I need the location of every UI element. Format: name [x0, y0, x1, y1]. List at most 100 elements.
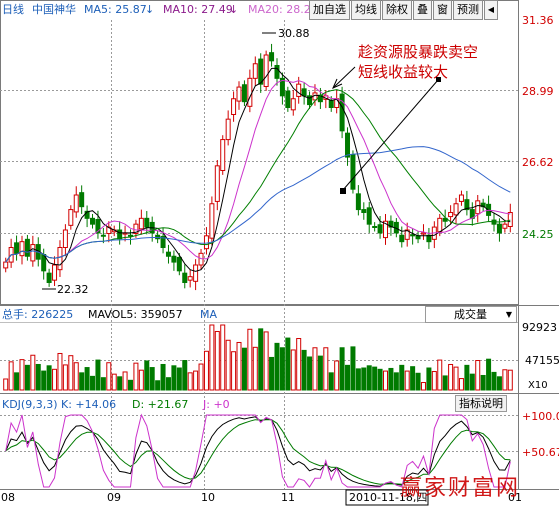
ma20-label: MA20: 28.26: [248, 3, 318, 16]
x-label-08: 08: [1, 491, 15, 504]
forecast-button[interactable]: 预测: [453, 0, 483, 20]
volume-bar: [437, 359, 443, 391]
volume-bar: [317, 355, 323, 391]
volume-bar: [236, 341, 242, 391]
annotation-arrow-handle-bottom[interactable]: [340, 188, 346, 194]
low-price-label: 22.32: [57, 283, 89, 296]
indicator-help-button[interactable]: 指标说明: [455, 395, 507, 412]
volume-bar: [442, 375, 448, 391]
candle-body: [399, 234, 405, 243]
volume-bar: [122, 371, 128, 391]
candle-body: [138, 217, 144, 230]
candle-body: [176, 256, 182, 272]
volume-bar: [252, 346, 258, 391]
volume-bar: [366, 365, 372, 391]
candle-body: [350, 154, 356, 190]
candle-body: [426, 234, 432, 243]
volume-bar: [345, 364, 351, 391]
kdj-j-line: [5, 413, 511, 488]
moving-average-lines: [5, 67, 511, 272]
volume-bar: [415, 372, 421, 391]
candle-body: [160, 235, 166, 249]
volume-bar: [57, 352, 63, 391]
volume-bar: [458, 378, 464, 391]
candle-body: [214, 165, 220, 202]
volume-bar: [258, 328, 264, 391]
annotation-arrowhead-top: [332, 78, 343, 89]
watermark-logo: 赢家财富网: [400, 476, 521, 501]
ma5-line: [5, 67, 511, 272]
period-label: 日线: [2, 2, 24, 16]
candle-body: [209, 203, 215, 239]
volume-bar: [41, 370, 47, 391]
volume-bar: [182, 360, 188, 391]
volume-bar: [464, 364, 470, 391]
volume-bar: [393, 372, 399, 391]
ma10-label: MA10: 27.49: [163, 3, 233, 16]
annotation-line2: 短线收益较大: [358, 63, 448, 81]
volume-bar: [307, 356, 313, 391]
volume-bar: [301, 349, 307, 391]
volume-bar: [193, 370, 199, 391]
ma5-label: MA5: 25.87: [84, 3, 147, 16]
candle-body: [404, 229, 410, 240]
candle-body: [171, 255, 177, 263]
x-label-09: 09: [107, 491, 121, 504]
volume-bar: [35, 363, 41, 391]
moving-average-button[interactable]: 均线: [351, 0, 381, 20]
volume-bar: [84, 367, 90, 391]
candle-body: [62, 229, 68, 248]
volume-bar: [388, 367, 394, 391]
candle-body: [231, 98, 237, 115]
volume-bar: [198, 363, 204, 391]
volume-bar: [404, 370, 410, 391]
volume-bar: [420, 382, 426, 391]
kdj-tick-50: +50.67: [522, 446, 559, 459]
add-watchlist-button[interactable]: 加自选: [309, 0, 350, 20]
window-button[interactable]: 窗: [433, 0, 452, 20]
annotation-arrow-handle-top[interactable]: [436, 77, 441, 82]
overlay-button[interactable]: 叠: [413, 0, 432, 20]
candle-body: [339, 93, 345, 132]
chevron-down-icon: ▼: [505, 310, 512, 319]
volume-bar: [165, 377, 171, 391]
volume-bar: [491, 371, 497, 391]
volume-bar: [138, 369, 144, 391]
toolbar-arrow-icon[interactable]: ◀: [484, 0, 498, 20]
candle-body: [133, 223, 139, 235]
ex-rights-button[interactable]: 除权: [382, 0, 412, 20]
ma10-arrow: ↓: [229, 3, 238, 16]
volume-bar: [350, 346, 356, 391]
candle-body: [30, 244, 36, 262]
candle-body: [388, 220, 394, 228]
cursor-date-box: [345, 489, 429, 506]
volume-bar: [52, 368, 58, 391]
candle-body: [24, 238, 30, 257]
kdj-k-value: K: +14.06: [61, 398, 116, 411]
volume-bar: [285, 337, 291, 391]
volume-bar: [279, 347, 285, 391]
candle-body: [90, 217, 96, 225]
volume-bar: [14, 372, 20, 391]
candle-body: [128, 234, 133, 237]
volume-bar: [274, 342, 280, 391]
volume-tick-1: 92923: [522, 321, 557, 334]
volume-bar: [269, 356, 275, 391]
volume-bar: [383, 370, 388, 391]
candle-body: [383, 220, 388, 239]
candle-body: [290, 98, 296, 111]
volume-bar: [149, 367, 155, 391]
volume-indicator-select[interactable]: 成交量 ▼: [425, 306, 517, 323]
volume-bar: [220, 324, 226, 391]
x-label-11: 11: [281, 491, 295, 504]
volume-bar: [19, 359, 25, 391]
candle-body: [296, 83, 302, 97]
candle-body: [182, 272, 188, 283]
candle-body: [14, 242, 20, 254]
mavol-cut-label: MA: [200, 308, 217, 321]
volume-bar: [106, 362, 112, 391]
volume-bar: [377, 368, 383, 391]
volume-bar: [355, 368, 361, 391]
candle-body: [225, 118, 231, 141]
